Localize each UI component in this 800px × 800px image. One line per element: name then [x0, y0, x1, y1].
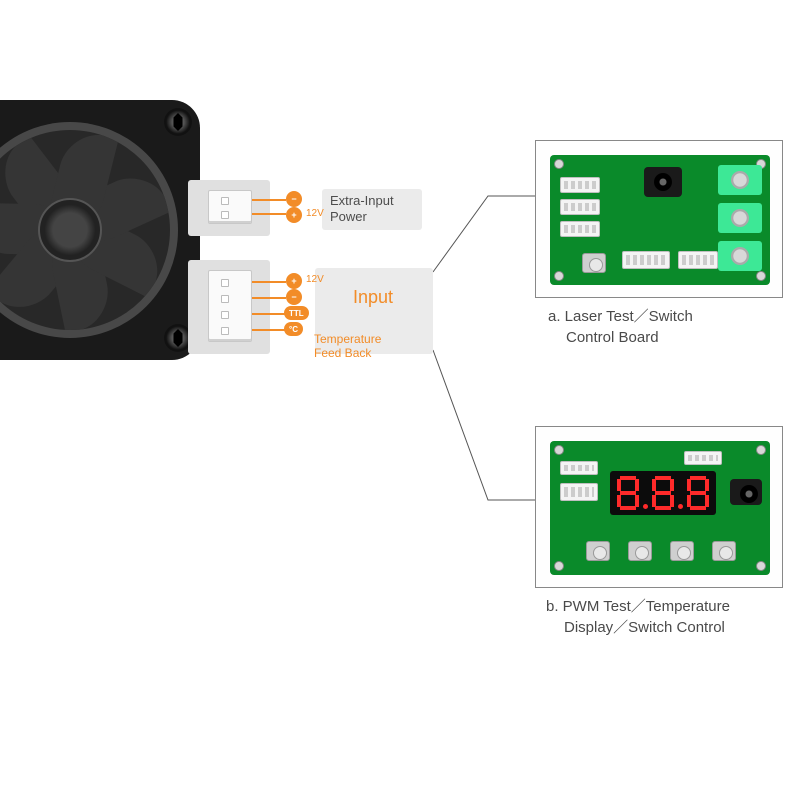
jst-connector-4pin [208, 270, 252, 342]
screw-icon [164, 108, 192, 136]
pin-header [560, 483, 598, 501]
board-b-frame [535, 426, 783, 588]
trace-line [252, 297, 286, 299]
seg-digit [651, 475, 675, 511]
polarity-minus-icon: − [286, 191, 302, 207]
trace-line [252, 281, 286, 283]
trace-line [252, 313, 286, 315]
board-a-pcb [550, 155, 770, 285]
temp-badge: °C [284, 322, 303, 336]
polarity-plus-icon: + [286, 273, 302, 289]
voltage-label: 12V [306, 274, 324, 285]
tact-button [670, 541, 694, 561]
trace-line [252, 329, 286, 331]
seg-digit [686, 475, 710, 511]
screw-terminal [718, 241, 762, 271]
screw-terminal [718, 165, 762, 195]
trace-line [252, 199, 286, 201]
tact-button [586, 541, 610, 561]
tact-button [712, 541, 736, 561]
ttl-badge: TTL [284, 306, 309, 320]
board-a-frame [535, 140, 783, 298]
tact-button [628, 541, 652, 561]
jst-connector-2pin [208, 190, 252, 224]
seven-segment-display [610, 471, 716, 515]
seg-dot [643, 504, 648, 509]
tact-button [582, 253, 606, 273]
voltage-label: 12V [306, 208, 324, 219]
pin-header [560, 461, 598, 475]
screw-terminal [718, 203, 762, 233]
fan-hub [38, 198, 102, 262]
dc-barrel-jack [730, 479, 762, 505]
input-title: Input [353, 286, 423, 309]
extra-input-label: Extra-Input Power [322, 189, 422, 230]
pin-header [684, 451, 722, 465]
label-text: Power [330, 209, 414, 225]
seg-dot [678, 504, 683, 509]
polarity-minus-icon: − [286, 289, 302, 305]
fan-housing [0, 100, 200, 360]
dc-barrel-jack [644, 167, 682, 197]
pin-header [678, 251, 718, 269]
board-b-caption: b. PWM Test／Temperature Display／Switch C… [546, 596, 730, 638]
label-text: Extra-Input [330, 193, 414, 209]
pin-header [560, 177, 600, 193]
board-b-pcb [550, 441, 770, 575]
fan-module [0, 100, 200, 360]
feedback-label: Temperature Feed Back [314, 332, 381, 361]
pin-header [560, 221, 600, 237]
trace-line [252, 213, 286, 215]
board-a-caption: a. Laser Test／Switch Control Board [548, 306, 693, 348]
polarity-plus-icon: + [286, 207, 302, 223]
pin-header [560, 199, 600, 215]
pin-header [622, 251, 670, 269]
seg-digit [616, 475, 640, 511]
